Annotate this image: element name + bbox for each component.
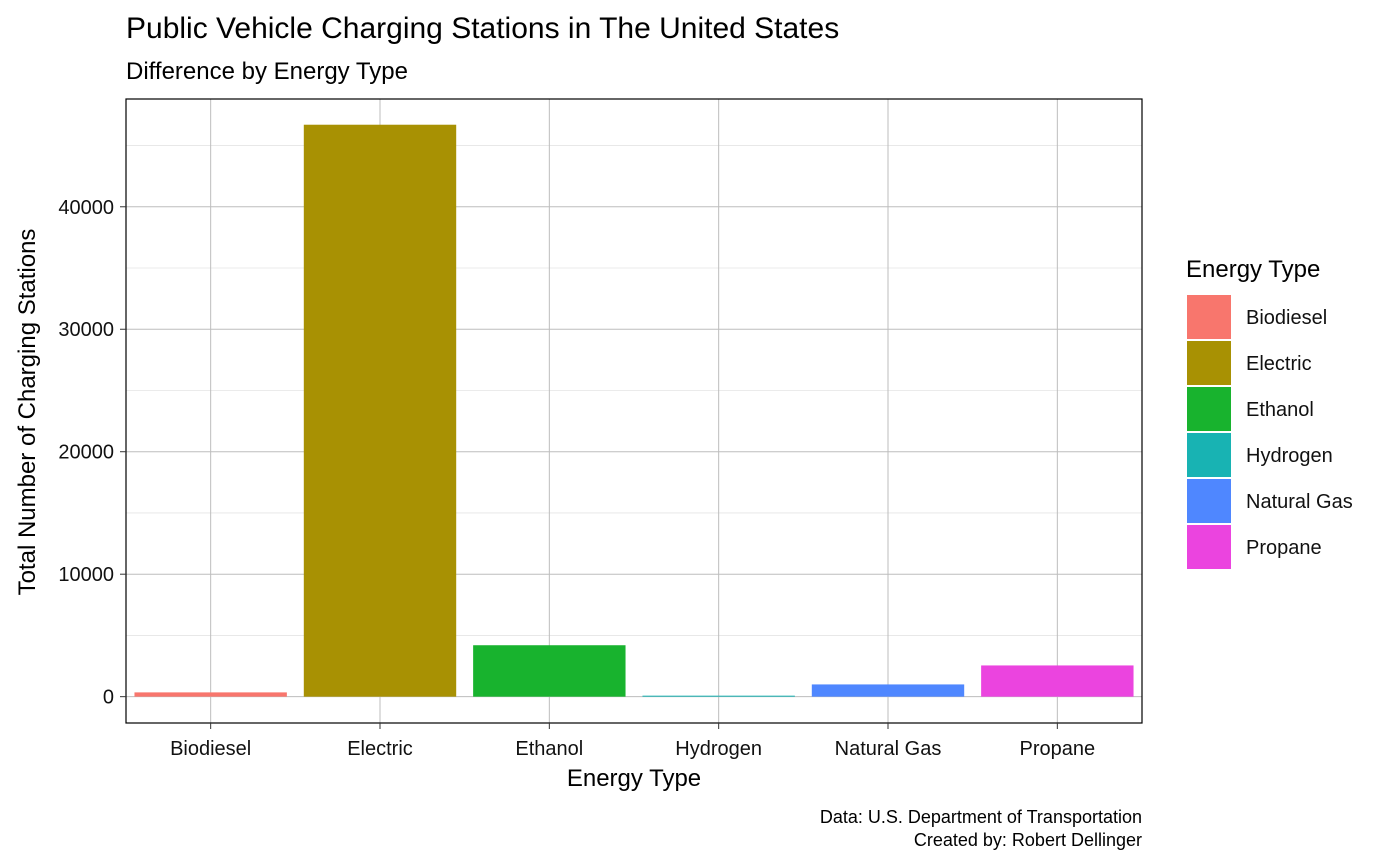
legend-title: Energy Type bbox=[1186, 256, 1320, 283]
x-axis-title: Energy Type bbox=[567, 765, 701, 792]
x-tick-label: Propane bbox=[1020, 738, 1096, 760]
bar-hydrogen bbox=[642, 695, 795, 697]
legend-label: Hydrogen bbox=[1246, 445, 1333, 467]
y-tick-label: 0 bbox=[103, 687, 114, 709]
legend-label: Biodiesel bbox=[1246, 307, 1327, 329]
chart-subtitle: Difference by Energy Type bbox=[126, 58, 408, 85]
legend-label: Propane bbox=[1246, 537, 1322, 559]
bar-ethanol bbox=[473, 645, 626, 697]
legend-key bbox=[1187, 479, 1231, 523]
legend-label: Ethanol bbox=[1246, 399, 1314, 421]
panel-background bbox=[126, 99, 1142, 723]
legend-key bbox=[1187, 525, 1231, 569]
y-tick-label: 30000 bbox=[58, 319, 114, 341]
legend: Energy Type Biodiesel Electric Ethanol Hydr… bbox=[1186, 256, 1353, 569]
y-tick-label: 10000 bbox=[58, 564, 114, 586]
legend-key bbox=[1187, 387, 1231, 431]
chart-title: Public Vehicle Charging Stations in The … bbox=[126, 12, 839, 45]
legend-key bbox=[1187, 433, 1231, 477]
caption-line-1: Data: U.S. Department of Transportation bbox=[820, 807, 1142, 827]
x-axis: Biodiesel Electric Ethanol Hydrogen Natural … bbox=[170, 723, 1095, 760]
x-tick-label: Hydrogen bbox=[675, 738, 762, 760]
bars-group bbox=[134, 124, 1134, 697]
bar-natural-gas bbox=[811, 684, 965, 697]
legend-label: Electric bbox=[1246, 353, 1312, 375]
bar-electric bbox=[303, 124, 457, 697]
y-axis-title: Total Number of Charging Stations bbox=[14, 229, 41, 596]
legend-key bbox=[1187, 295, 1231, 339]
x-tick-label: Biodiesel bbox=[170, 738, 251, 760]
legend-key bbox=[1187, 341, 1231, 385]
caption-line-2: Created by: Robert Dellinger bbox=[914, 830, 1142, 850]
x-tick-label: Ethanol bbox=[515, 738, 583, 760]
y-axis: 0 10000 20000 30000 40000 bbox=[58, 197, 126, 709]
x-tick-label: Electric bbox=[347, 738, 413, 760]
legend-label: Natural Gas bbox=[1246, 491, 1353, 513]
plot-area bbox=[126, 99, 1142, 723]
y-tick-label: 20000 bbox=[58, 442, 114, 464]
y-tick-label: 40000 bbox=[58, 197, 114, 219]
x-tick-label: Natural Gas bbox=[835, 738, 942, 760]
bar-propane bbox=[981, 665, 1134, 697]
panel-border bbox=[125, 98, 1143, 724]
bar-biodiesel bbox=[134, 692, 287, 697]
